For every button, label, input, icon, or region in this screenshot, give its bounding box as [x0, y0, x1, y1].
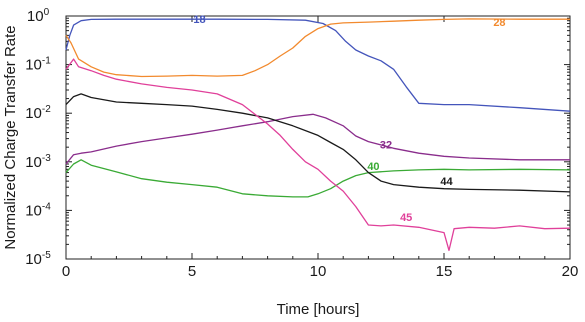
y-tick-label-exponent: -1 — [42, 56, 51, 67]
y-tick-label-exponent: -5 — [42, 250, 51, 261]
y-tick-label-exponent: 0 — [44, 7, 50, 18]
series-line-18 — [65, 18, 571, 112]
series-lines — [65, 18, 571, 252]
x-tick-label: 20 — [562, 263, 579, 280]
y-tick-label: 100 — [27, 7, 50, 25]
series-label-45: 45 — [400, 212, 412, 224]
y-tick-label: 10-3 — [25, 153, 51, 171]
y-tick-label-exponent: -3 — [42, 153, 51, 164]
y-tick-label-base: 10 — [25, 105, 42, 122]
x-axis-title: Time [hours] — [277, 301, 360, 318]
series-line-45 — [65, 58, 571, 252]
y-tick-label: 10-4 — [25, 201, 51, 219]
y-axis-title: Normalized Charge Transfer Rate — [2, 25, 19, 249]
series-label-18: 18 — [193, 14, 205, 26]
y-tick-label-base: 10 — [25, 154, 42, 171]
series-label-28: 28 — [493, 17, 505, 29]
y-tick-label-base: 10 — [27, 8, 44, 25]
y-tick-label: 10-2 — [25, 104, 51, 122]
plot-area-border — [65, 15, 571, 260]
y-tick-label-exponent: -4 — [42, 201, 51, 212]
y-tick-label-base: 10 — [25, 202, 42, 219]
x-tick-label: 5 — [188, 263, 196, 280]
y-tick-label: 10-1 — [25, 56, 51, 74]
series-line-28 — [65, 18, 570, 78]
series-label-40: 40 — [367, 161, 379, 173]
series-line-40 — [65, 159, 571, 198]
y-tick-label-base: 10 — [25, 251, 42, 268]
series-line-44 — [65, 93, 571, 193]
y-tick-label: 10-5 — [25, 250, 51, 268]
y-tick-label-base: 10 — [25, 57, 42, 74]
x-tick-label: 15 — [436, 263, 453, 280]
series-label-44: 44 — [440, 176, 453, 188]
x-tick-label: 0 — [62, 263, 70, 280]
y-tick-label-exponent: -2 — [42, 104, 51, 115]
x-tick-label: 10 — [310, 263, 327, 280]
series-line-32 — [65, 113, 570, 165]
plot-frame — [65, 15, 571, 260]
series-label-32: 32 — [380, 139, 392, 151]
